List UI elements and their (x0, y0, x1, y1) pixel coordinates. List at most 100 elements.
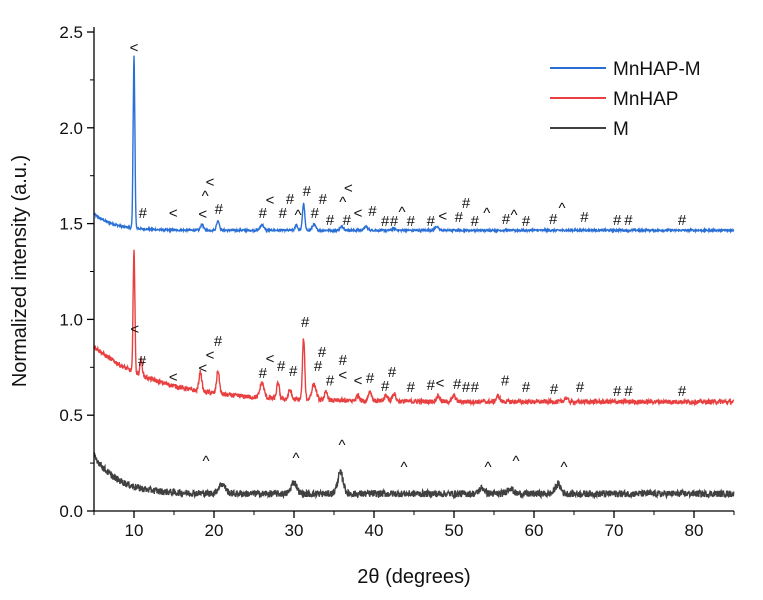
peak-marker: # (550, 381, 559, 398)
peak-marker: ^ (202, 188, 209, 205)
peak-marker: < (198, 360, 207, 377)
annotation-layer: <# <^<<# #<##^####^<# < ## #^# # < ### ^ # ^ # #^# # # #… (130, 39, 687, 476)
series-layer (93, 55, 735, 500)
peak-marker: ^ (202, 453, 209, 470)
peak-marker: # (388, 364, 397, 381)
peak-marker: # (339, 352, 348, 369)
x-tick-label: 30 (285, 521, 304, 540)
peak-marker: # (613, 212, 622, 229)
peak-marker: < (169, 205, 178, 222)
peak-marker: # (427, 213, 436, 230)
peak-marker: ^ (484, 459, 491, 476)
peak-marker: < (198, 206, 207, 223)
peak-marker: ^ (560, 459, 567, 476)
peak-marker: # (314, 358, 323, 375)
peak-marker: # (522, 213, 531, 230)
peak-marker: # (678, 212, 687, 229)
y-tick-label: 1.5 (59, 215, 83, 234)
peak-marker: # (343, 212, 352, 229)
peak-marker: # (289, 363, 298, 380)
x-tick-label: 10 (125, 521, 144, 540)
peak-marker: ^ (398, 204, 405, 221)
peak-marker: ^ (338, 437, 345, 454)
peak-marker: < (436, 375, 445, 392)
peak-marker: # (301, 314, 310, 331)
y-tick-label: 0.5 (59, 406, 83, 425)
peak-marker: ^ (400, 459, 407, 476)
peak-marker: # (501, 373, 510, 390)
peak-marker: < (169, 369, 178, 386)
y-tick-label: 2.5 (59, 23, 83, 42)
x-tick-label: 20 (205, 521, 224, 540)
peak-marker: # (522, 379, 531, 396)
peak-marker: ^ (510, 207, 517, 224)
peak-marker: # (407, 213, 416, 230)
peak-marker: # (326, 212, 335, 229)
peak-marker: # (427, 377, 436, 394)
peak-marker: # (462, 195, 471, 212)
y-tick-label: 2.0 (59, 119, 83, 138)
peak-marker: < (130, 39, 139, 56)
peak-marker: < (438, 208, 447, 225)
series-line-m (93, 451, 735, 500)
peak-marker: # (462, 379, 471, 396)
legend-label: M (613, 119, 629, 140)
peak-marker: # (277, 358, 286, 375)
peak-marker: # (368, 203, 377, 220)
y-axis-title: Normalized intensity (a.u.) (9, 155, 31, 387)
x-tick-label: 50 (445, 521, 464, 540)
peak-marker: ^ (339, 194, 346, 211)
peak-marker: < (130, 321, 139, 338)
peak-marker: # (549, 211, 558, 228)
peak-marker: < (206, 174, 215, 191)
peak-marker: # (318, 344, 327, 361)
peak-marker: < (344, 180, 353, 197)
peak-marker: # (624, 212, 633, 229)
peak-marker: # (471, 379, 480, 396)
series-line-mnhap (93, 249, 735, 407)
legend-label: MnHAP-M (613, 59, 701, 80)
peak-marker: # (407, 379, 416, 396)
peak-marker: # (138, 353, 147, 370)
peak-marker: # (319, 191, 328, 208)
peak-marker: # (286, 191, 295, 208)
peak-marker: # (279, 205, 288, 222)
peak-marker: # (455, 209, 464, 226)
peak-marker: # (303, 183, 312, 200)
peak-marker: < (206, 347, 215, 364)
peak-marker: # (580, 209, 589, 226)
peak-marker: # (326, 373, 335, 390)
peak-marker: ^ (294, 207, 301, 224)
peak-marker: # (381, 213, 390, 230)
peak-marker: < (354, 373, 363, 390)
peak-marker: # (471, 213, 480, 230)
peak-marker: # (453, 376, 462, 393)
peak-marker: # (390, 213, 399, 230)
peak-marker: # (311, 205, 320, 222)
legend-label: MnHAP (613, 89, 678, 110)
series-line-mnhap-m (93, 55, 735, 234)
peak-marker: ^ (558, 200, 565, 217)
peak-marker: # (214, 333, 223, 350)
peak-marker: < (266, 351, 275, 368)
peak-marker: ^ (292, 450, 299, 467)
peak-marker: ^ (483, 205, 490, 222)
peak-marker: # (366, 370, 375, 387)
legend: MnHAP-M MnHAP M (550, 59, 701, 140)
y-tick-label: 1.0 (59, 310, 83, 329)
peak-marker: # (259, 365, 268, 382)
peak-marker: < (266, 192, 275, 209)
y-tick-label: 0.0 (59, 502, 83, 521)
peak-marker: # (502, 211, 511, 228)
peak-marker: < (354, 205, 363, 222)
x-tick-label: 60 (525, 521, 544, 540)
peak-marker: # (613, 383, 622, 400)
peak-marker: # (576, 379, 585, 396)
peak-marker: # (678, 383, 687, 400)
x-axis-title: 2θ (degrees) (357, 566, 470, 588)
x-tick-label: 70 (605, 521, 624, 540)
axes: 10 20 30 40 50 60 70 80 0.0 0.5 1.0 1.5 2.0 2.5 (59, 23, 735, 540)
peak-marker: # (139, 205, 148, 222)
peak-marker: ^ (512, 453, 519, 470)
